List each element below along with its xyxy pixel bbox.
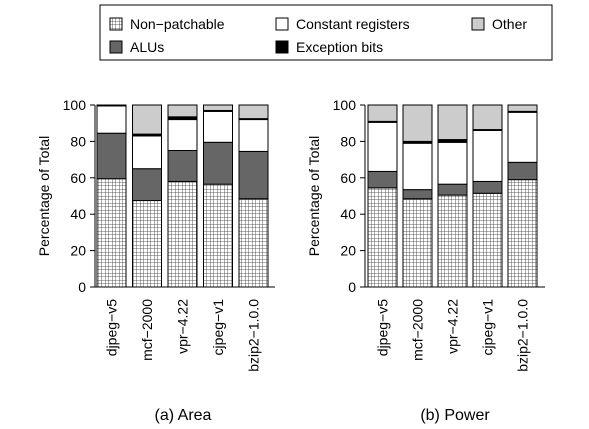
legend-swatch-constant-registers (275, 17, 289, 31)
bar-segment-nonpatch (507, 179, 538, 288)
bar-segment-nonpatch (167, 180, 198, 288)
bar-segment-other (367, 104, 398, 122)
bar-stack (402, 104, 433, 288)
y-tick-label: 60 (70, 170, 86, 186)
area-chart-panel: 0 20 40 60 80 100 Percentage of Total djpeg−v5 m… (36, 97, 275, 424)
x-category-label: mcf−2000 (410, 299, 426, 361)
bar-stack (96, 104, 127, 288)
y-tick-label: 100 (333, 97, 357, 113)
y-tick-label: 20 (70, 243, 86, 259)
x-category-label: bzip2−1.0.0 (246, 299, 262, 372)
bar-segment-const (96, 105, 127, 134)
bar-segment-alu (238, 150, 269, 200)
bar-segment-nonpatch (96, 178, 127, 288)
bar-segment-const (167, 119, 198, 151)
x-category-label: bzip2−1.0.0 (515, 299, 531, 372)
bar-stack (437, 104, 468, 288)
y-tick-label: 100 (63, 97, 87, 113)
bar-segment-const (203, 110, 233, 143)
bar-segment-alu (167, 150, 198, 182)
x-category-label: cjpeg−v1 (210, 299, 226, 356)
bar-segment-const (367, 121, 398, 172)
legend-frame (99, 4, 553, 61)
bar-segment-other (402, 104, 433, 142)
bar-segment-alu (402, 189, 433, 200)
y-tick-label: 0 (348, 279, 356, 295)
y-tick-label: 40 (70, 206, 86, 222)
power-chart-panel: 0 20 40 60 80 100 Percentage of Total djpeg−v5 m… (306, 97, 545, 424)
x-category-label: djpeg−v5 (375, 299, 391, 356)
y-axis-title: Percentage of Total (36, 136, 52, 256)
bar-stack (203, 104, 233, 288)
y-tick-label: 80 (340, 133, 356, 149)
y-tick-label: 0 (78, 279, 86, 295)
legend-label-constant-registers: Constant registers (296, 16, 410, 32)
bar-segment-nonpatch (472, 192, 503, 288)
bar-segment-nonpatch (437, 194, 468, 288)
bar-segment-other (167, 104, 198, 118)
legend-swatch-other (471, 17, 485, 31)
x-category-label: vpr−4.22 (445, 299, 461, 354)
bar-segment-nonpatch (132, 200, 162, 288)
bar-segment-const (132, 135, 162, 170)
y-tick-label: 80 (70, 133, 86, 149)
legend-label-alus: ALUs (130, 39, 164, 55)
chart-caption: (b) Power (420, 407, 490, 424)
y-tick-label: 40 (340, 206, 356, 222)
bar-segment-const (507, 111, 538, 163)
x-category-label: vpr−4.22 (175, 299, 191, 354)
bar-stack (367, 104, 398, 288)
bar-segment-other (472, 104, 503, 131)
x-category-label: mcf−2000 (139, 299, 155, 361)
bar-segment-const (402, 142, 433, 191)
bar-segment-nonpatch (238, 198, 269, 288)
legend-swatch-alus (109, 40, 123, 54)
legend-label-nonpatchable: Non−patchable (130, 16, 225, 32)
y-tick-label: 60 (340, 170, 356, 186)
x-category-label: cjpeg−v1 (480, 299, 496, 356)
bar-segment-const (472, 129, 503, 182)
chart-caption: (a) Area (155, 407, 212, 424)
bar-segment-other (437, 104, 468, 141)
bar-segment-alu (472, 180, 503, 194)
bar-segment-nonpatch (402, 198, 433, 288)
bar-segment-alu (132, 168, 162, 202)
legend-label-other: Other (492, 16, 527, 32)
bar-segment-alu (507, 161, 538, 181)
y-axis-title: Percentage of Total (306, 136, 322, 256)
bar-stack (507, 104, 538, 288)
x-category-label: djpeg−v5 (104, 299, 120, 356)
bar-segment-other (507, 104, 538, 112)
legend: Non−patchable ALUs Constant registers Ex… (99, 4, 553, 61)
legend-swatch-exception-bits (275, 40, 289, 54)
bar-segment-nonpatch (367, 187, 398, 288)
bar-segment-const (437, 141, 468, 185)
y-tick-label: 20 (340, 243, 356, 259)
bar-segment-alu (367, 170, 398, 189)
bar-stack (238, 104, 269, 288)
bar-segment-const (238, 119, 269, 152)
bar-stack (167, 104, 198, 288)
bar-segment-nonpatch (203, 183, 233, 288)
bar-stack (132, 104, 162, 288)
bar-segment-other (238, 104, 269, 120)
legend-label-exception-bits: Exception bits (296, 39, 383, 55)
legend-swatch-nonpatchable (109, 17, 123, 31)
bar-segment-other (132, 104, 162, 135)
bar-segment-alu (437, 183, 468, 196)
bar-segment-other (203, 104, 233, 111)
bar-stack (472, 104, 503, 288)
bar-segment-alu (96, 132, 127, 180)
bar-segment-alu (203, 141, 233, 185)
bar-segment-exc (96, 104, 127, 107)
